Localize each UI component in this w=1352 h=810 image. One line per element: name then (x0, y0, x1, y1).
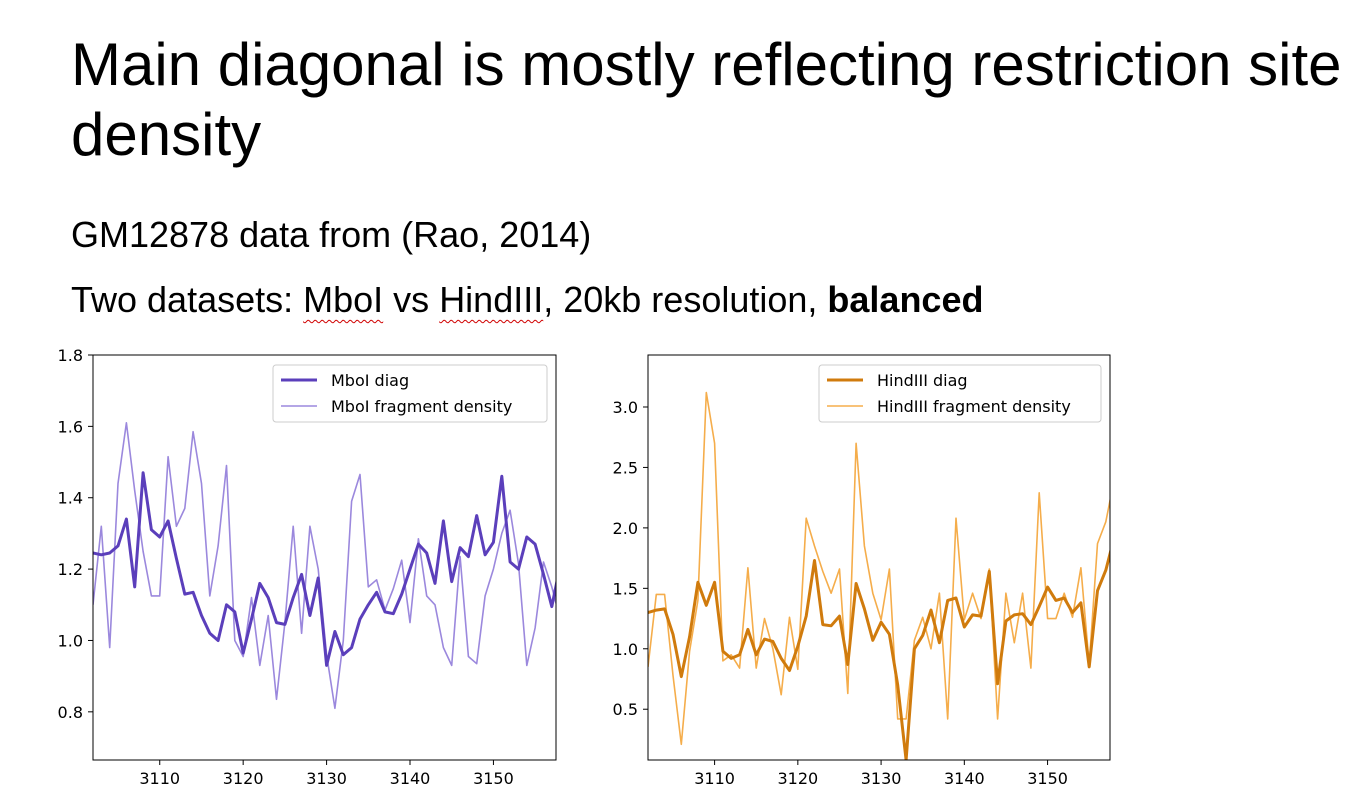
hindiii-word: HindIII (439, 279, 544, 320)
mboi-x-tick-label: 3140 (390, 769, 431, 788)
mboi-plot-frame (92, 354, 557, 761)
line2-middle: , 20kb resolution, (543, 279, 828, 320)
mboi-y-tick-label: 1.6 (58, 417, 83, 436)
mboi-legend: MboI diag MboI fragment density (272, 364, 548, 423)
hindiii-legend-label-0: HindIII diag (877, 371, 968, 390)
hindiii-plot-frame (647, 354, 1111, 761)
mboi-legend-box (272, 364, 548, 423)
slide-title: Main diagonal is mostly reflecting restr… (71, 31, 1342, 168)
hindiii-y-tick-label: 1.0 (613, 640, 638, 659)
hindiii-x-tick-label: 3120 (777, 769, 818, 788)
mboi-series-group (93, 422, 556, 710)
hindiii-chart: 3110 3120 3130 3140 3150 0.5 1.0 1.5 2.0 2.5 3.0 Hi… (613, 354, 1111, 788)
mboi-word: MboI (303, 279, 384, 320)
dataset-source-text: GM12878 data from (Rao, 2014) (71, 214, 592, 255)
hindiii-y-tick-label: 0.5 (613, 700, 638, 719)
hindiii-x-tick-label: 3110 (694, 769, 735, 788)
mboi-y-tick-label: 1.0 (58, 631, 83, 650)
hindiii-legend-box (818, 364, 1102, 423)
mboi-legend-label-0: MboI diag (331, 371, 409, 390)
mboi-x-tick-label: 3110 (139, 769, 180, 788)
mboi-series-line-0 (93, 471, 556, 667)
hindiii-x-tick-label: 3150 (1027, 769, 1068, 788)
mboi-y-tick-label: 1.8 (58, 346, 83, 365)
hindiii-y-tick-label: 2.0 (613, 519, 638, 538)
hindiii-y-tick-label: 3.0 (613, 398, 638, 417)
hindiii-x-tick-label: 3140 (944, 769, 985, 788)
hindiii-y-tick-label: 2.5 (613, 458, 638, 477)
line2-prefix: Two datasets: (71, 279, 304, 320)
mboi-y-tick-label: 0.8 (58, 703, 83, 722)
hindiii-y-tick-label: 1.5 (613, 579, 638, 598)
hindiii-series-line-1 (648, 391, 1110, 746)
datasets-description: Two datasets: MboI vs HindIII, 20kb reso… (71, 279, 983, 321)
mboi-chart: 3110 3120 3130 3140 3150 0.8 1.0 1.2 1.4 1.6 1.8 Mb… (58, 346, 557, 788)
mboi-y-tick-label: 1.2 (58, 560, 83, 579)
mboi-y-tick-label: 1.4 (58, 489, 83, 508)
hindiii-series-line-0 (648, 547, 1110, 760)
mboi-x-tick-label: 3120 (223, 769, 264, 788)
hindiii-legend: HindIII diag HindIII fragment density (818, 364, 1102, 423)
mboi-legend-label-1: MboI fragment density (331, 397, 512, 416)
mboi-x-tick-label: 3150 (473, 769, 514, 788)
line2-vs: vs (383, 279, 440, 320)
hindiii-x-tick-label: 3130 (861, 769, 902, 788)
balanced-word: balanced (827, 279, 984, 320)
mboi-x-tick-label: 3130 (306, 769, 347, 788)
hindiii-legend-label-1: HindIII fragment density (877, 397, 1071, 416)
hindiii-series-group (648, 391, 1110, 760)
